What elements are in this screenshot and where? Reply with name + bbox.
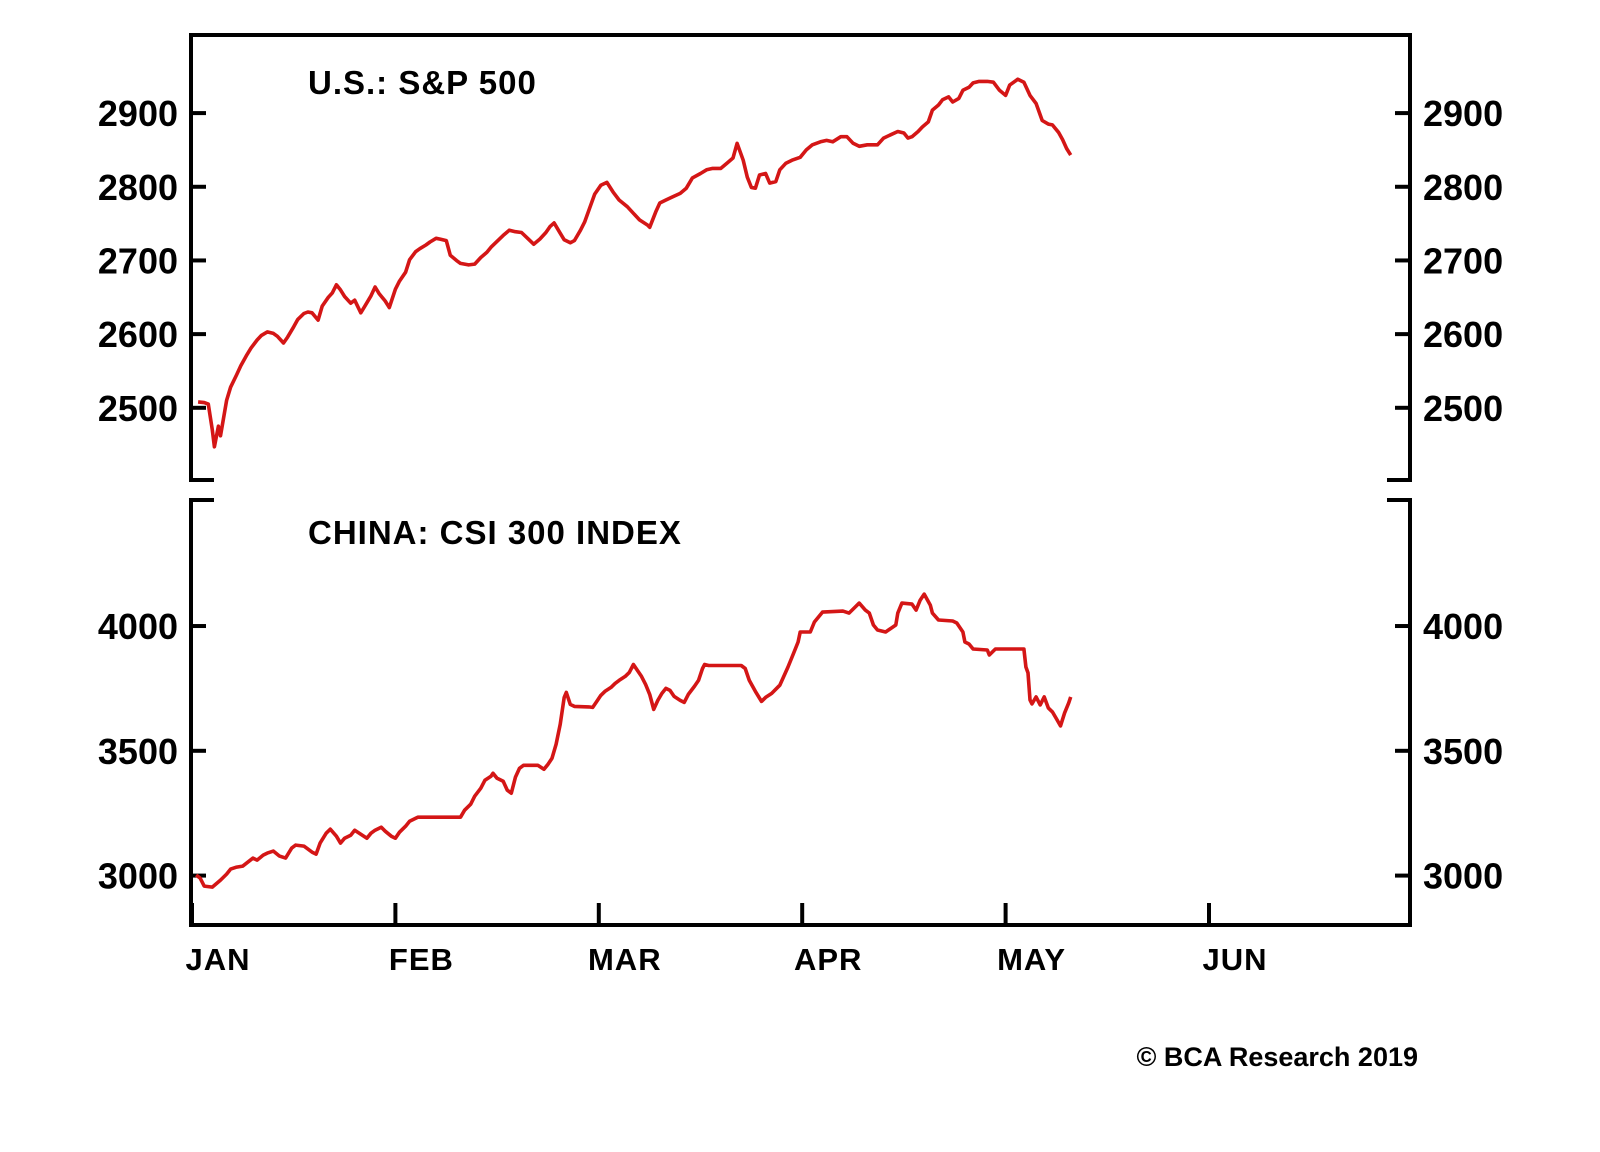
y-axis-label-right: 2700 [1423, 240, 1503, 281]
y-axis-label-left: 2800 [98, 167, 178, 208]
y-axis-label-right: 2800 [1423, 167, 1503, 208]
y-axis-label-left: 2500 [98, 388, 178, 429]
x-axis-label: JAN [185, 942, 250, 977]
y-axis-label-left: 2700 [98, 240, 178, 281]
y-axis-label-right: 3000 [1423, 856, 1503, 897]
copyright-text: © BCA Research 2019 [1136, 1042, 1418, 1072]
y-axis-label-left: 3000 [98, 856, 178, 897]
y-axis-label-right: 2900 [1423, 93, 1503, 134]
y-axis-label-right: 2500 [1423, 388, 1503, 429]
y-axis-label-right: 3500 [1423, 731, 1503, 772]
y-axis-label-right: 2600 [1423, 314, 1503, 355]
y-axis-label-left: 4000 [98, 606, 178, 647]
y-axis-label-left: 2900 [98, 93, 178, 134]
y-axis-label-left: 2600 [98, 314, 178, 355]
x-axis-label: APR [794, 942, 862, 977]
panel-title-sp500: U.S.: S&P 500 [308, 64, 537, 101]
y-axis-label-left: 3500 [98, 731, 178, 772]
series-line-0 [197, 77, 1073, 449]
series-line-1 [195, 592, 1073, 889]
y-axis-label-right: 4000 [1423, 606, 1503, 647]
panel-title-csi300: CHINA: CSI 300 INDEX [308, 514, 682, 551]
x-axis-label: MAR [588, 942, 662, 977]
x-axis-label: JUN [1202, 942, 1267, 977]
x-axis-label: FEB [389, 942, 454, 977]
x-axis-label: MAY [997, 942, 1066, 977]
